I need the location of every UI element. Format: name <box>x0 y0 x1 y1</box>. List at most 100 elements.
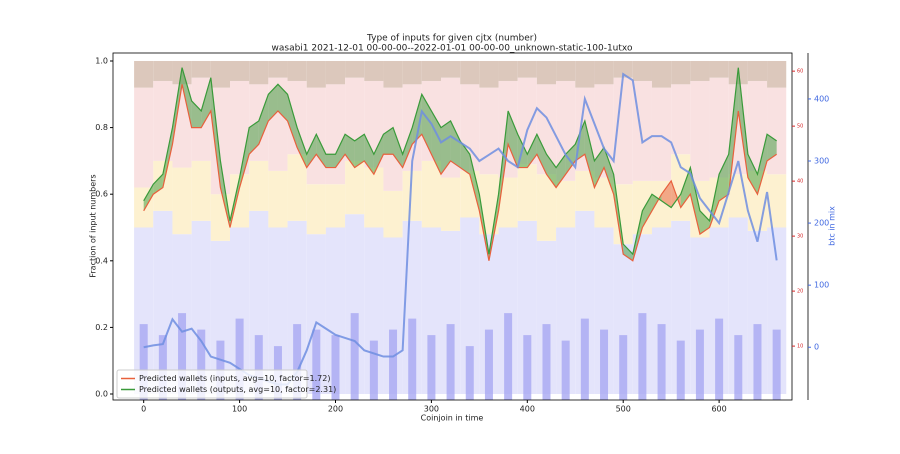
count-bar <box>197 329 206 400</box>
chart-subtitle: wasabi1 2021-12-01 00-00-00--2022-01-01 … <box>272 44 633 54</box>
stack-segment <box>153 60 173 81</box>
stack-segment <box>306 60 326 88</box>
count-bar <box>580 318 589 400</box>
fill-between <box>460 140 470 175</box>
stack-segment <box>460 60 480 85</box>
stack-segment <box>690 80 710 181</box>
fill-between <box>536 134 547 175</box>
fill-between <box>642 194 652 228</box>
x-tick-label: 0 <box>141 405 146 414</box>
stack-segment <box>536 240 557 395</box>
stack-segment <box>364 60 384 81</box>
stack-segment <box>191 60 211 78</box>
count-bar <box>350 313 359 400</box>
stack-segment <box>345 214 365 395</box>
count-bar <box>734 335 743 400</box>
stack-segment <box>440 177 461 231</box>
fill-between <box>661 180 672 208</box>
fill-between <box>747 154 758 195</box>
stack-segment <box>747 80 768 171</box>
count-bar <box>504 313 513 400</box>
x-tick-label: 400 <box>520 405 535 414</box>
stack-segment <box>249 60 269 85</box>
fill-between <box>565 144 576 175</box>
fill-between <box>325 154 336 168</box>
stack-segment <box>210 60 231 88</box>
y2-tick-label: 20 <box>797 289 803 295</box>
stack-segment <box>421 60 441 81</box>
stack-segment <box>556 227 576 395</box>
stack-segment <box>421 227 441 395</box>
count-bar <box>561 340 570 400</box>
stack-segment <box>575 210 595 395</box>
x-tick-label: 200 <box>328 405 343 414</box>
fill-between <box>383 127 394 155</box>
stack-segment <box>325 227 346 395</box>
legend-label: Predicted wallets (outputs, avg=10, fact… <box>139 385 336 394</box>
stack-segment <box>517 164 537 221</box>
fill-between <box>402 127 413 168</box>
fill-between <box>335 134 346 168</box>
count-bar <box>619 335 628 400</box>
fill-between <box>172 67 183 145</box>
stack-segment <box>594 177 614 228</box>
fill-between <box>584 120 595 188</box>
count-bar <box>139 324 148 400</box>
fill-between <box>527 134 537 168</box>
fill-between <box>412 94 422 145</box>
legend-label: Predicted wallets (inputs, avg=10, facto… <box>139 374 330 383</box>
fill-between <box>450 120 461 168</box>
stack-segment <box>613 244 633 395</box>
fill-between <box>277 84 288 121</box>
stack-segment <box>632 180 652 235</box>
stack-segment <box>287 220 307 395</box>
count-bar <box>158 335 167 400</box>
stack-segment <box>575 170 595 211</box>
stack-segment <box>440 60 461 78</box>
y2-tick-label: 30 <box>797 234 803 240</box>
plot-frame <box>112 52 793 401</box>
count-bar <box>427 335 436 400</box>
stack-segment <box>709 60 729 78</box>
fill-between <box>680 167 691 208</box>
stack-segment <box>268 60 288 78</box>
stack-segment <box>383 237 403 395</box>
stack-segment <box>134 87 154 188</box>
x-axis-label: Coinjoin in time <box>421 414 484 423</box>
fill-between <box>210 77 221 188</box>
stack-segment <box>498 227 518 395</box>
stack-segment <box>287 154 307 221</box>
count-bar <box>312 329 321 400</box>
stack-segment <box>498 60 518 81</box>
x-tick-label: 100 <box>232 405 247 414</box>
stack-segment <box>747 230 768 395</box>
stack-segment <box>421 160 441 228</box>
stack-segment <box>268 227 288 395</box>
stack-segment <box>479 60 499 88</box>
stack-segment <box>153 210 173 395</box>
stack-segment <box>306 184 326 235</box>
fill-between <box>201 77 211 128</box>
stack-segment <box>134 227 154 395</box>
stack-segment <box>249 160 269 211</box>
stack-segment <box>613 60 633 78</box>
y-tick-label: 0.8 <box>95 123 108 132</box>
fill-between <box>508 110 518 168</box>
y3-tick-label: 300 <box>814 157 829 166</box>
fill-between <box>268 84 278 121</box>
fill-between <box>393 127 403 168</box>
stack-segment <box>230 227 250 395</box>
y3-axis-label: btc in mix <box>828 206 837 246</box>
count-bar <box>542 324 551 400</box>
fill-between <box>143 184 154 211</box>
count-bar <box>600 329 609 400</box>
stack-segment <box>479 174 499 235</box>
stack-segment <box>210 240 231 395</box>
stack-segment <box>671 60 691 85</box>
fill-between <box>699 210 710 235</box>
stack-segment <box>517 220 537 395</box>
stack-segment <box>287 60 307 81</box>
fill-between <box>767 134 777 161</box>
stack-segment <box>767 227 787 395</box>
